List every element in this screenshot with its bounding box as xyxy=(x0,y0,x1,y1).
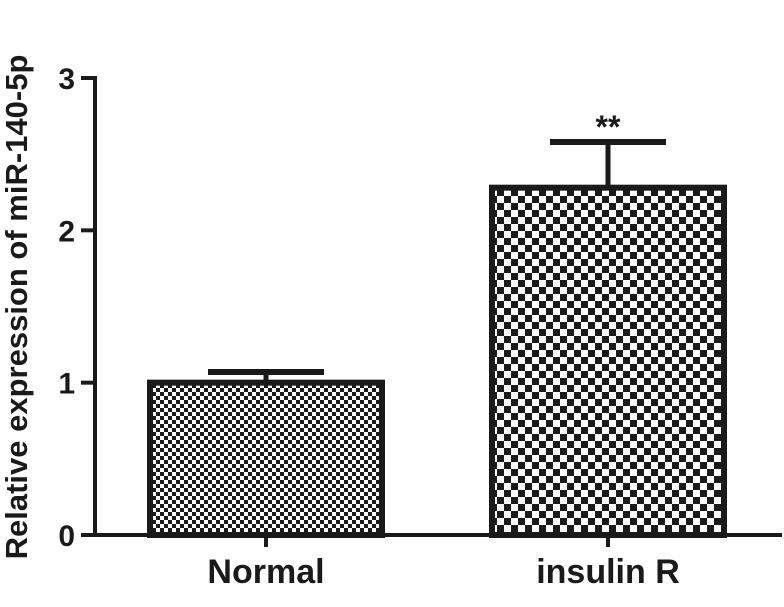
y-tick-label-1: 1 xyxy=(58,368,75,401)
x-tick-label-1: insulin R xyxy=(536,553,680,591)
y-tick-label-3: 3 xyxy=(58,63,75,96)
bar-0 xyxy=(147,379,385,538)
significance-label-1: ** xyxy=(596,109,621,145)
y-tick-label-0: 0 xyxy=(58,520,75,553)
bar-1 xyxy=(489,184,727,538)
x-tick-label-0: Normal xyxy=(207,553,324,591)
bars xyxy=(147,184,727,538)
y-tick-label-2: 2 xyxy=(58,215,75,248)
x-axis: Normal insulin R xyxy=(93,533,782,591)
error-bars: ** xyxy=(208,109,666,383)
y-axis: 0 1 2 3 xyxy=(58,63,97,553)
y-axis-title: Relative expression of miR-140-5p xyxy=(0,55,34,560)
